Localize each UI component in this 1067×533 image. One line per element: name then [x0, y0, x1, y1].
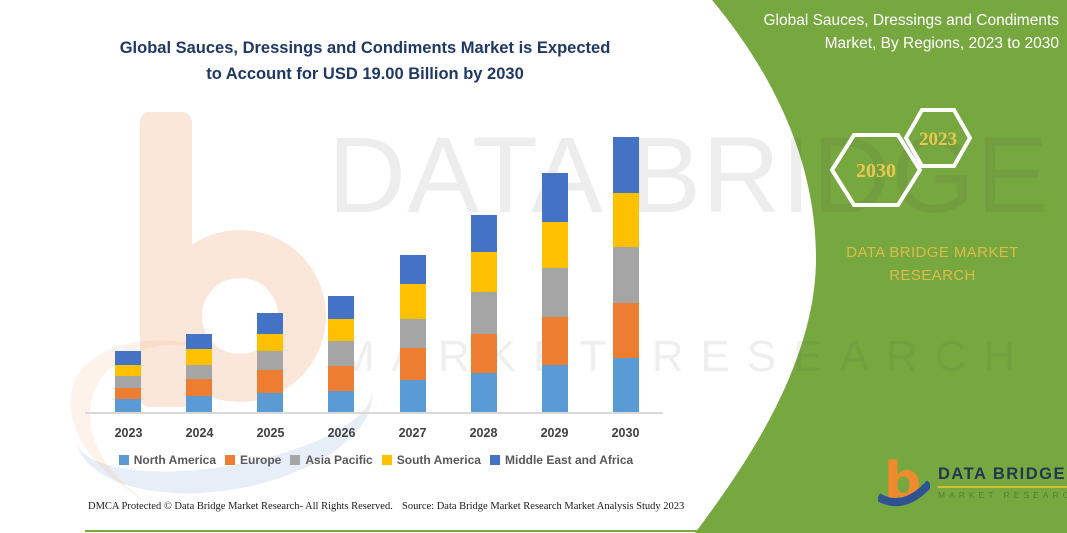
legend-item-south-america: South America — [381, 453, 481, 467]
segment-2030-asia-pacific — [612, 247, 639, 303]
x-label-2025: 2025 — [256, 426, 285, 440]
bar-2024 — [186, 333, 213, 412]
x-label-2027: 2027 — [398, 426, 427, 440]
segment-2030-europe — [612, 303, 639, 358]
segment-2023-asia-pacific — [115, 376, 141, 389]
segment-2029-south-america — [541, 221, 568, 269]
segment-2027-south-america — [399, 283, 426, 319]
legend-item-middle-east-and-africa: Middle East and Africa — [489, 453, 634, 467]
legend-label: Europe — [240, 453, 282, 467]
x-label-2023: 2023 — [114, 426, 143, 440]
footer-source-text: Source: Data Bridge Market Research Mark… — [402, 501, 685, 512]
x-label-2029: 2029 — [540, 426, 569, 440]
legend-swatch — [489, 455, 500, 465]
hexagon-2023-label: 2023 — [919, 129, 957, 150]
segment-2027-middle-east-and-africa — [399, 254, 426, 284]
segment-2029-middle-east-and-africa — [541, 173, 568, 222]
bar-2029 — [541, 173, 568, 412]
bar-2026 — [328, 296, 355, 412]
segment-2025-south-america — [257, 334, 284, 352]
legend-swatch — [225, 455, 236, 465]
segment-2029-europe — [541, 316, 568, 365]
hexagon-2030-label: 2030 — [856, 160, 896, 182]
bar-2025 — [257, 312, 284, 412]
segment-2025-asia-pacific — [257, 351, 284, 371]
segment-2028-south-america — [470, 252, 497, 293]
segment-2027-north-america — [399, 380, 426, 412]
bar-2030 — [612, 137, 639, 412]
bottom-green-rule — [85, 530, 1067, 532]
x-axis-line — [85, 412, 663, 414]
segment-2023-south-america — [115, 365, 141, 377]
legend-item-north-america: North America — [118, 453, 217, 467]
segment-2024-asia-pacific — [186, 364, 213, 379]
legend-item-asia-pacific: Asia Pacific — [290, 453, 373, 467]
databridge-b-icon: b — [878, 455, 930, 509]
segment-2028-north-america — [470, 373, 497, 412]
chart-legend: North America Europe Asia Pacific South Ame… — [85, 453, 667, 467]
x-label-2026: 2026 — [327, 426, 356, 440]
segment-2026-middle-east-and-africa — [328, 296, 355, 319]
legend-label: South America — [396, 453, 481, 467]
segment-2026-europe — [328, 366, 355, 391]
segment-2026-asia-pacific — [328, 341, 355, 366]
segment-2025-north-america — [257, 392, 284, 412]
hexagon-2023 — [903, 108, 973, 168]
segment-2028-middle-east-and-africa — [470, 214, 497, 253]
x-label-2030: 2030 — [611, 426, 640, 440]
segment-2028-asia-pacific — [470, 292, 497, 334]
databridge-logo: b DATA BRIDGE MARKET RESEARCH — [878, 455, 1067, 509]
segment-2025-europe — [257, 370, 284, 393]
x-axis-labels: 2023 2024 2025 2026 2027 2028 2029 2030 — [93, 426, 661, 440]
x-label-2024: 2024 — [185, 426, 214, 440]
legend-swatch — [118, 455, 129, 465]
segment-2023-north-america — [115, 398, 141, 412]
segment-2025-middle-east-and-africa — [257, 312, 284, 335]
logo-gold-rule — [938, 485, 1067, 488]
legend-label: North America — [133, 453, 217, 467]
legend-swatch — [381, 455, 392, 465]
logo-subtitle: MARKET RESEARCH — [938, 489, 1067, 500]
bar-2023 — [115, 350, 141, 412]
bar-2028 — [470, 214, 497, 412]
panel-title: Global Sauces, Dressings and Condiments … — [763, 12, 1059, 53]
segment-2024-middle-east-and-africa — [186, 333, 213, 349]
segment-2030-north-america — [612, 358, 639, 412]
segment-2030-south-america — [612, 193, 639, 247]
green-chevron-shape — [695, 0, 1067, 533]
chart-title: Global Sauces, Dressings and Condiments … — [85, 36, 645, 87]
segment-2027-asia-pacific — [399, 318, 426, 349]
segment-2023-middle-east-and-africa — [115, 350, 141, 366]
hexagon-2030 — [829, 133, 923, 207]
year-hexagons: 2030 2023 — [829, 108, 973, 207]
chart-title-line1: Global Sauces, Dressings and Condiments … — [119, 39, 611, 57]
segment-2024-europe — [186, 378, 213, 397]
segment-2023-europe — [115, 388, 141, 399]
stacked-bar-plot — [115, 0, 639, 412]
x-label-2028: 2028 — [469, 426, 498, 440]
segment-2029-asia-pacific — [541, 268, 568, 317]
segment-2030-middle-east-and-africa — [612, 137, 639, 193]
segment-2026-north-america — [328, 391, 355, 412]
footer-dmca-text: DMCA Protected © Data Bridge Market Rese… — [88, 501, 393, 512]
logo-text: DATA BRIDGE MARKET RESEARCH — [938, 465, 1067, 500]
segment-2024-south-america — [186, 348, 213, 365]
segment-2028-europe — [470, 333, 497, 374]
segment-2026-south-america — [328, 318, 355, 341]
legend-item-europe: Europe — [225, 453, 281, 467]
legend-label: Asia Pacific — [305, 453, 373, 467]
bar-2027 — [399, 254, 426, 412]
legend-swatch — [290, 455, 301, 465]
segment-2024-north-america — [186, 396, 213, 412]
logo-name: DATA BRIDGE — [938, 464, 1067, 483]
legend-label: Middle East and Africa — [504, 453, 634, 467]
segment-2029-north-america — [541, 364, 568, 412]
brand-caption: DATA BRIDGE MARKET RESEARCH — [846, 244, 1019, 284]
segment-2027-europe — [399, 348, 426, 381]
chart-title-line2: to Account for USD 19.00 Billion by 2030 — [206, 64, 524, 83]
